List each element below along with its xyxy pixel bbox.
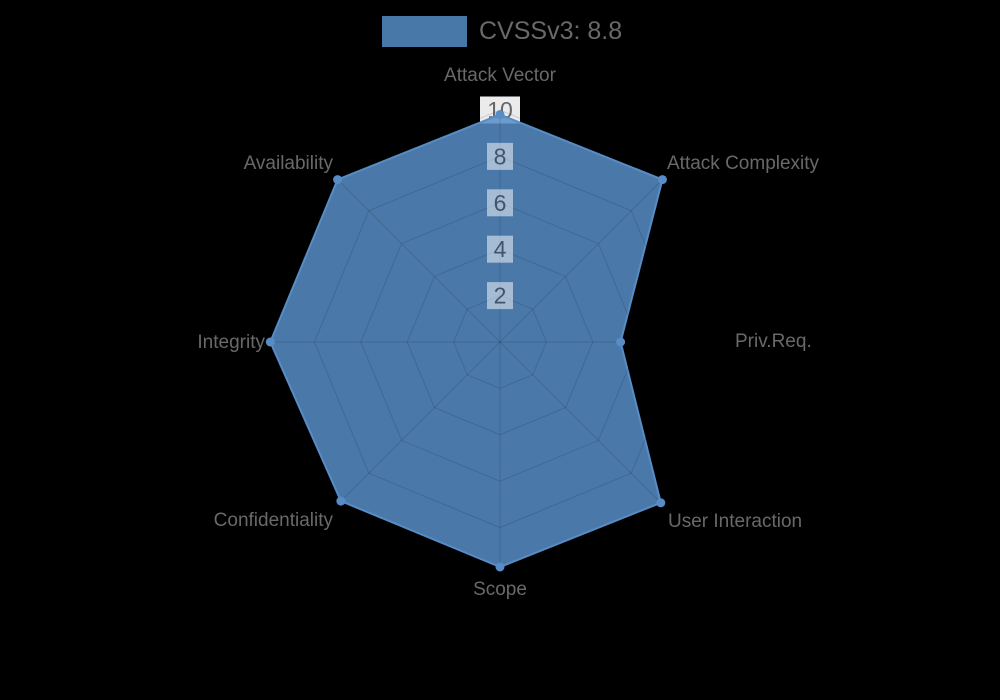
legend-swatch bbox=[382, 16, 467, 47]
grid-spoke-availability bbox=[335, 177, 501, 343]
grid-ring-2 bbox=[453, 295, 547, 389]
tick-label-2: 2 bbox=[487, 282, 513, 310]
data-point-integrity bbox=[265, 337, 275, 347]
legend-label: CVSSv3: 8.8 bbox=[479, 17, 623, 45]
data-point-priv-req bbox=[616, 337, 626, 347]
axis-label-availability: Availability bbox=[244, 153, 334, 174]
axis-label-confidentiality: Confidentiality bbox=[214, 510, 334, 531]
chart-legend[interactable]: CVSSv3: 8.8 bbox=[382, 16, 622, 47]
tick-label-8: 8 bbox=[487, 142, 513, 170]
grid-ring-4 bbox=[406, 248, 594, 436]
axis-labels: Attack Vector Attack Complexity Priv.Req. U… bbox=[197, 65, 819, 600]
grid-ring-10 bbox=[267, 109, 733, 575]
tick-text-8: 8 bbox=[494, 143, 507, 169]
tick-text-2: 2 bbox=[494, 283, 507, 309]
data-point-markers bbox=[265, 110, 667, 572]
grid-spoke-confidentiality bbox=[335, 341, 501, 507]
tick-text-6: 6 bbox=[494, 190, 507, 216]
data-point-scope bbox=[495, 562, 505, 572]
tick-label-6: 6 bbox=[487, 189, 513, 217]
tick-backdrop-4 bbox=[487, 235, 513, 263]
data-point-availability bbox=[333, 175, 343, 185]
tick-backdrop-2 bbox=[487, 282, 513, 310]
axis-label-priv-req: Priv.Req. bbox=[735, 331, 812, 352]
series-area-cvssv3-8-8 bbox=[269, 113, 664, 568]
data-point-attack-vector bbox=[495, 110, 505, 120]
axis-label-scope: Scope bbox=[473, 579, 527, 600]
grid-ring-8 bbox=[313, 155, 687, 529]
grid-ring-6 bbox=[360, 202, 640, 482]
data-point-confidentiality bbox=[336, 496, 346, 506]
grid-spoke-user-interaction bbox=[499, 341, 665, 507]
data-point-attack-complexity bbox=[657, 175, 667, 185]
grid-spoke-attack-complexity bbox=[499, 177, 665, 343]
radar-series-polygon bbox=[269, 113, 664, 568]
axis-label-attack-complexity: Attack Complexity bbox=[667, 153, 820, 174]
tick-text-4: 4 bbox=[494, 236, 507, 262]
data-point-user-interaction bbox=[656, 498, 666, 508]
tick-backdrop-8 bbox=[487, 142, 513, 170]
tick-backdrop-6 bbox=[487, 189, 513, 217]
axis-label-integrity: Integrity bbox=[197, 332, 265, 353]
axis-label-attack-vector: Attack Vector bbox=[444, 65, 557, 86]
tick-label-4: 4 bbox=[487, 235, 513, 263]
axis-label-user-interaction: User Interaction bbox=[668, 511, 802, 532]
radial-tick-labels: 2 4 6 8 bbox=[487, 142, 513, 310]
